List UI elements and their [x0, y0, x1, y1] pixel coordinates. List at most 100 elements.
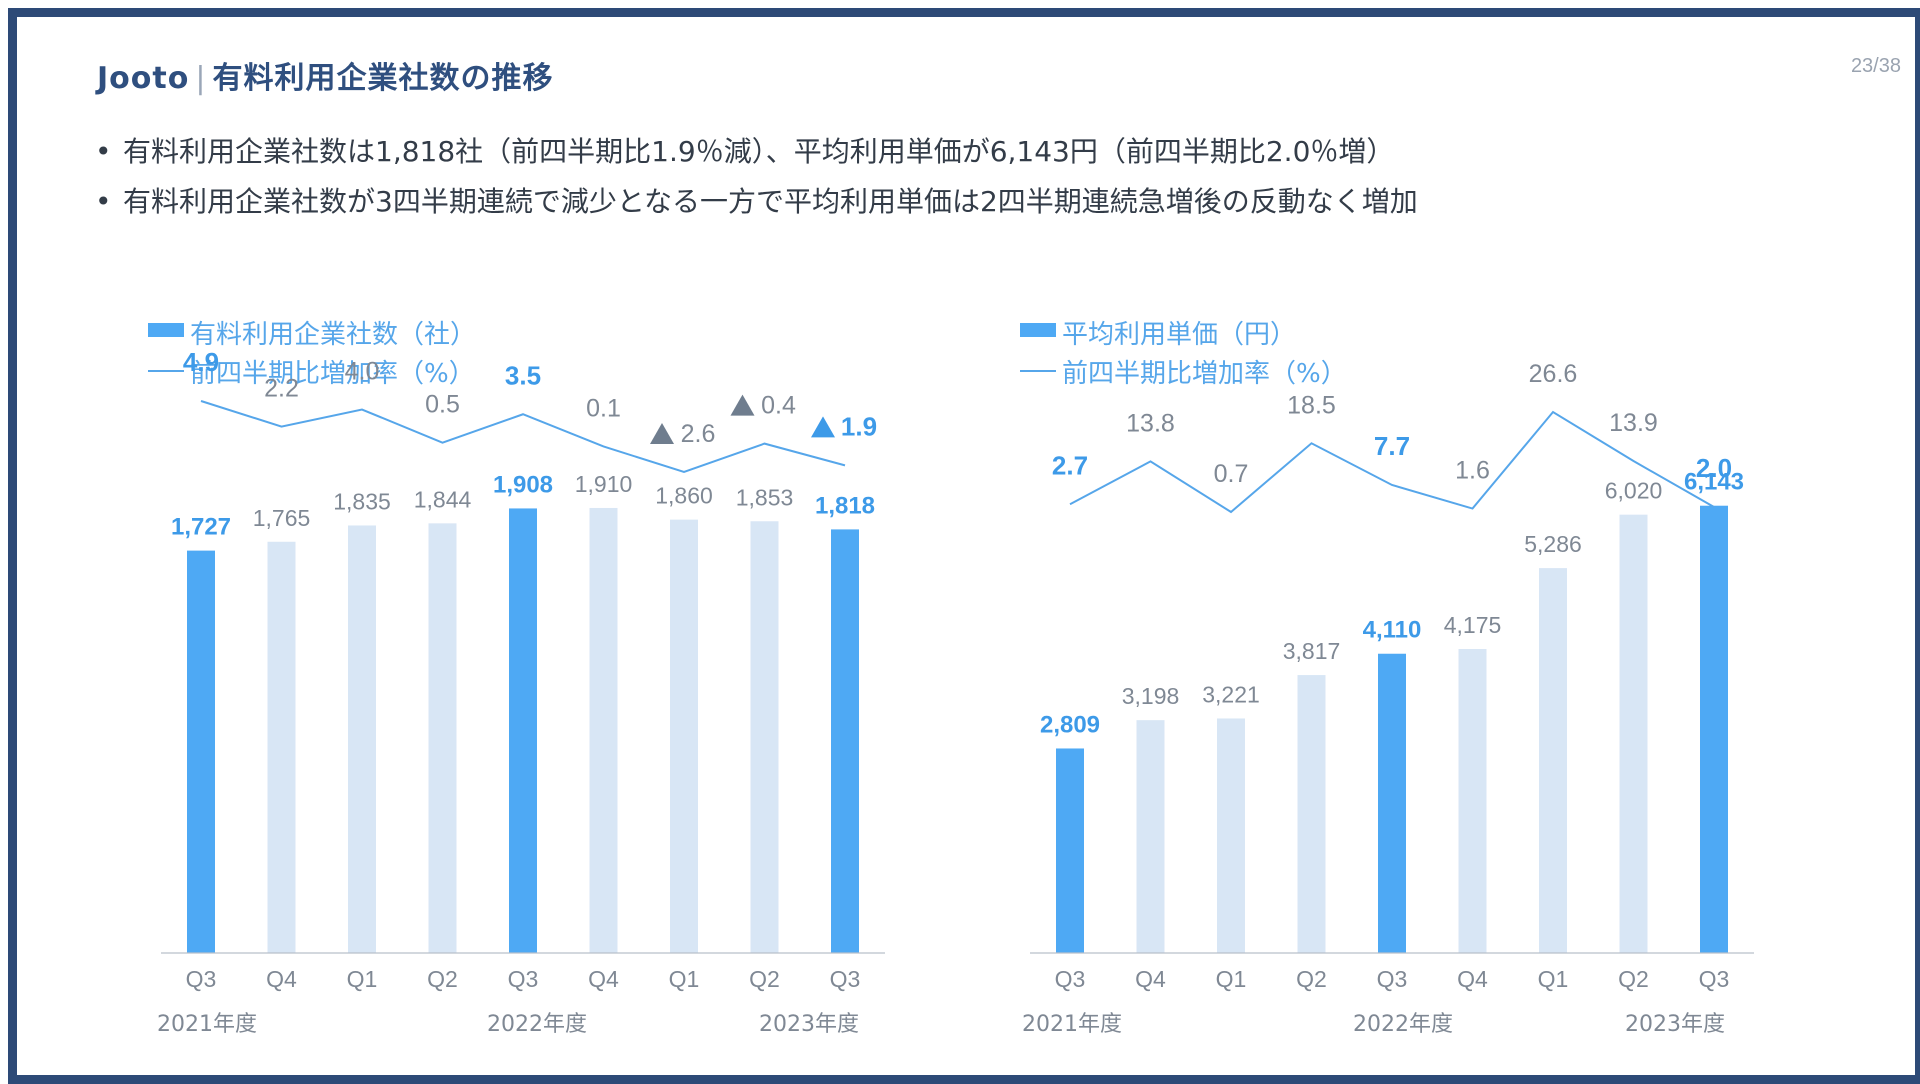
year-label-2: 2023年度 — [759, 1012, 859, 1037]
bullet-text-2: 有料利用企業社数が3四半期連続で減少となる一方で平均利用単価は2四半期連続急増後… — [123, 185, 1418, 218]
bullet-item-1: • 有料利用企業社数は1,818社（前四半期比1.9％減）、平均利用単価が6,14… — [95, 127, 1418, 177]
bar-5 — [589, 507, 618, 953]
bar-4 — [1378, 653, 1406, 953]
legend-bar-swatch — [1020, 323, 1056, 337]
page-number: 23/38 — [1850, 55, 1901, 77]
bar-value-label-6: 5,286 — [1524, 531, 1582, 557]
bar-value-label-1: 1,765 — [253, 505, 311, 531]
x-tick-label-3: Q2 — [1296, 966, 1327, 992]
growth-rate-label-8: 2.0 — [1696, 453, 1732, 483]
bullet-dot-icon: • — [95, 135, 112, 168]
average-price-chart: 平均利用単価（円） 前四半期比増加率（%） 2,809 3,198 3,221 3,817… — [1020, 320, 1754, 1037]
bar-value-label-0: 2,809 — [1040, 711, 1100, 738]
year-label-0: 2021年度 — [1022, 1012, 1122, 1037]
bar-6 — [670, 519, 698, 953]
paying-companies-chart: 有料利用企業社数（社） 前四半期比増加率（%） 1,727 1,765 1,835 1,8… — [148, 320, 885, 1037]
x-tick-label-3: Q2 — [427, 966, 458, 992]
negative-triangle-icon — [811, 416, 835, 438]
bullet-item-2: • 有料利用企業社数が3四半期連続で減少となる一方で平均利用単価は2四半期連続急増… — [95, 177, 1418, 227]
negative-triangle-icon — [650, 423, 674, 444]
bar-4 — [509, 508, 537, 953]
year-label-1: 2022年度 — [487, 1012, 587, 1037]
x-tick-label-7: Q2 — [749, 966, 780, 992]
bar-value-label-3: 1,844 — [414, 486, 472, 512]
bullet-text-1: 有料利用企業社数は1,818社（前四半期比1.9％減）、平均利用単価が6,143… — [123, 135, 1395, 168]
bar-8 — [1700, 505, 1728, 953]
bar-value-label-4: 4,110 — [1363, 617, 1422, 644]
year-label-1: 2022年度 — [1353, 1012, 1453, 1037]
legend-bar-label: 有料利用企業社数（社） — [190, 320, 476, 350]
growth-rate-label-5: 1.6 — [1455, 457, 1490, 485]
legend-bar-label: 平均利用単価（円） — [1062, 320, 1296, 350]
growth-rate-label-7: 13.9 — [1609, 409, 1658, 437]
x-tick-label-4: Q3 — [1377, 966, 1408, 992]
bar-value-label-3: 3,817 — [1283, 638, 1341, 664]
bar-0 — [1056, 748, 1084, 953]
negative-triangle-icon — [730, 394, 755, 416]
growth-rate-label-5: 0.1 — [586, 394, 621, 422]
bar-value-label-8: 6,143 — [1684, 469, 1744, 496]
bar-value-label-6: 1,860 — [655, 483, 713, 509]
legend-line-label: 前四半期比増加率（%） — [190, 359, 475, 389]
growth-rate-line — [200, 400, 846, 474]
slide-frame: Jooto | 有料利用企業社数の推移 23/38 • 有料利用企業社数は1,818社… — [8, 8, 1920, 1084]
x-tick-label-4: Q3 — [508, 966, 539, 992]
bullet-dot-icon: • — [95, 185, 112, 218]
bar-value-label-5: 4,175 — [1444, 612, 1502, 638]
bar-1 — [267, 541, 296, 953]
x-tick-label-6: Q1 — [669, 966, 700, 992]
bar-value-label-1: 3,198 — [1122, 683, 1180, 709]
x-tick-label-5: Q4 — [1457, 966, 1488, 992]
bar-value-label-2: 3,221 — [1202, 681, 1260, 707]
bar-value-label-4: 1,908 — [493, 471, 553, 498]
legend-bar-swatch — [148, 323, 184, 337]
year-label-2: 2023年度 — [1625, 1012, 1725, 1037]
growth-rate-line — [1069, 410, 1715, 514]
brand-name: Jooto — [97, 61, 190, 96]
bar-value-label-5: 1,910 — [575, 471, 633, 497]
bar-value-label-2: 1,835 — [333, 488, 391, 514]
growth-rate-label-6: 2.6 — [681, 420, 716, 448]
bar-value-label-7: 6,020 — [1605, 478, 1663, 504]
growth-rate-label-3: 18.5 — [1287, 391, 1336, 419]
bar-value-label-0: 1,727 — [171, 514, 231, 541]
growth-rate-label-2: 4.0 — [345, 358, 380, 386]
x-tick-label-7: Q2 — [1618, 966, 1649, 992]
growth-rate-label-2: 0.7 — [1214, 460, 1249, 488]
bar-0 — [187, 550, 215, 953]
year-label-0: 2021年度 — [157, 1012, 257, 1037]
x-tick-label-1: Q4 — [1135, 966, 1166, 992]
x-tick-label-0: Q3 — [186, 966, 217, 992]
bar-2 — [1217, 718, 1245, 953]
title-text: 有料利用企業社数の推移 — [212, 61, 554, 96]
growth-rate-label-4: 7.7 — [1374, 431, 1410, 461]
x-tick-label-8: Q3 — [830, 966, 861, 992]
summary-bullets: • 有料利用企業社数は1,818社（前四半期比1.9％減）、平均利用単価が6,14… — [95, 127, 1418, 227]
x-tick-label-0: Q3 — [1055, 966, 1086, 992]
bar-8 — [831, 529, 859, 953]
bar-3 — [428, 523, 457, 953]
bar-2 — [348, 525, 376, 953]
x-tick-label-5: Q4 — [588, 966, 619, 992]
x-tick-label-1: Q4 — [266, 966, 297, 992]
x-tick-label-2: Q1 — [347, 966, 378, 992]
growth-rate-label-1: 13.8 — [1126, 409, 1175, 437]
bar-3 — [1297, 675, 1326, 953]
x-tick-label-8: Q3 — [1699, 966, 1730, 992]
growth-rate-label-3: 0.5 — [425, 391, 460, 419]
slide-title: Jooto | 有料利用企業社数の推移 — [97, 53, 553, 97]
growth-rate-label-1: 2.2 — [264, 375, 299, 403]
growth-rate-label-7: 0.4 — [761, 392, 796, 420]
x-tick-label-2: Q1 — [1216, 966, 1247, 992]
growth-rate-label-4: 3.5 — [505, 360, 541, 390]
growth-rate-label-0: 2.7 — [1052, 450, 1088, 480]
growth-rate-label-8: 1.9 — [841, 411, 877, 441]
bar-7 — [750, 521, 779, 953]
bar-5 — [1458, 649, 1487, 953]
legend-line-label: 前四半期比増加率（%） — [1062, 359, 1347, 389]
bar-7 — [1619, 514, 1648, 953]
growth-rate-label-6: 26.6 — [1529, 360, 1578, 388]
x-tick-label-6: Q1 — [1538, 966, 1569, 992]
growth-rate-label-0: 4.9 — [183, 347, 219, 377]
bar-1 — [1136, 720, 1165, 953]
